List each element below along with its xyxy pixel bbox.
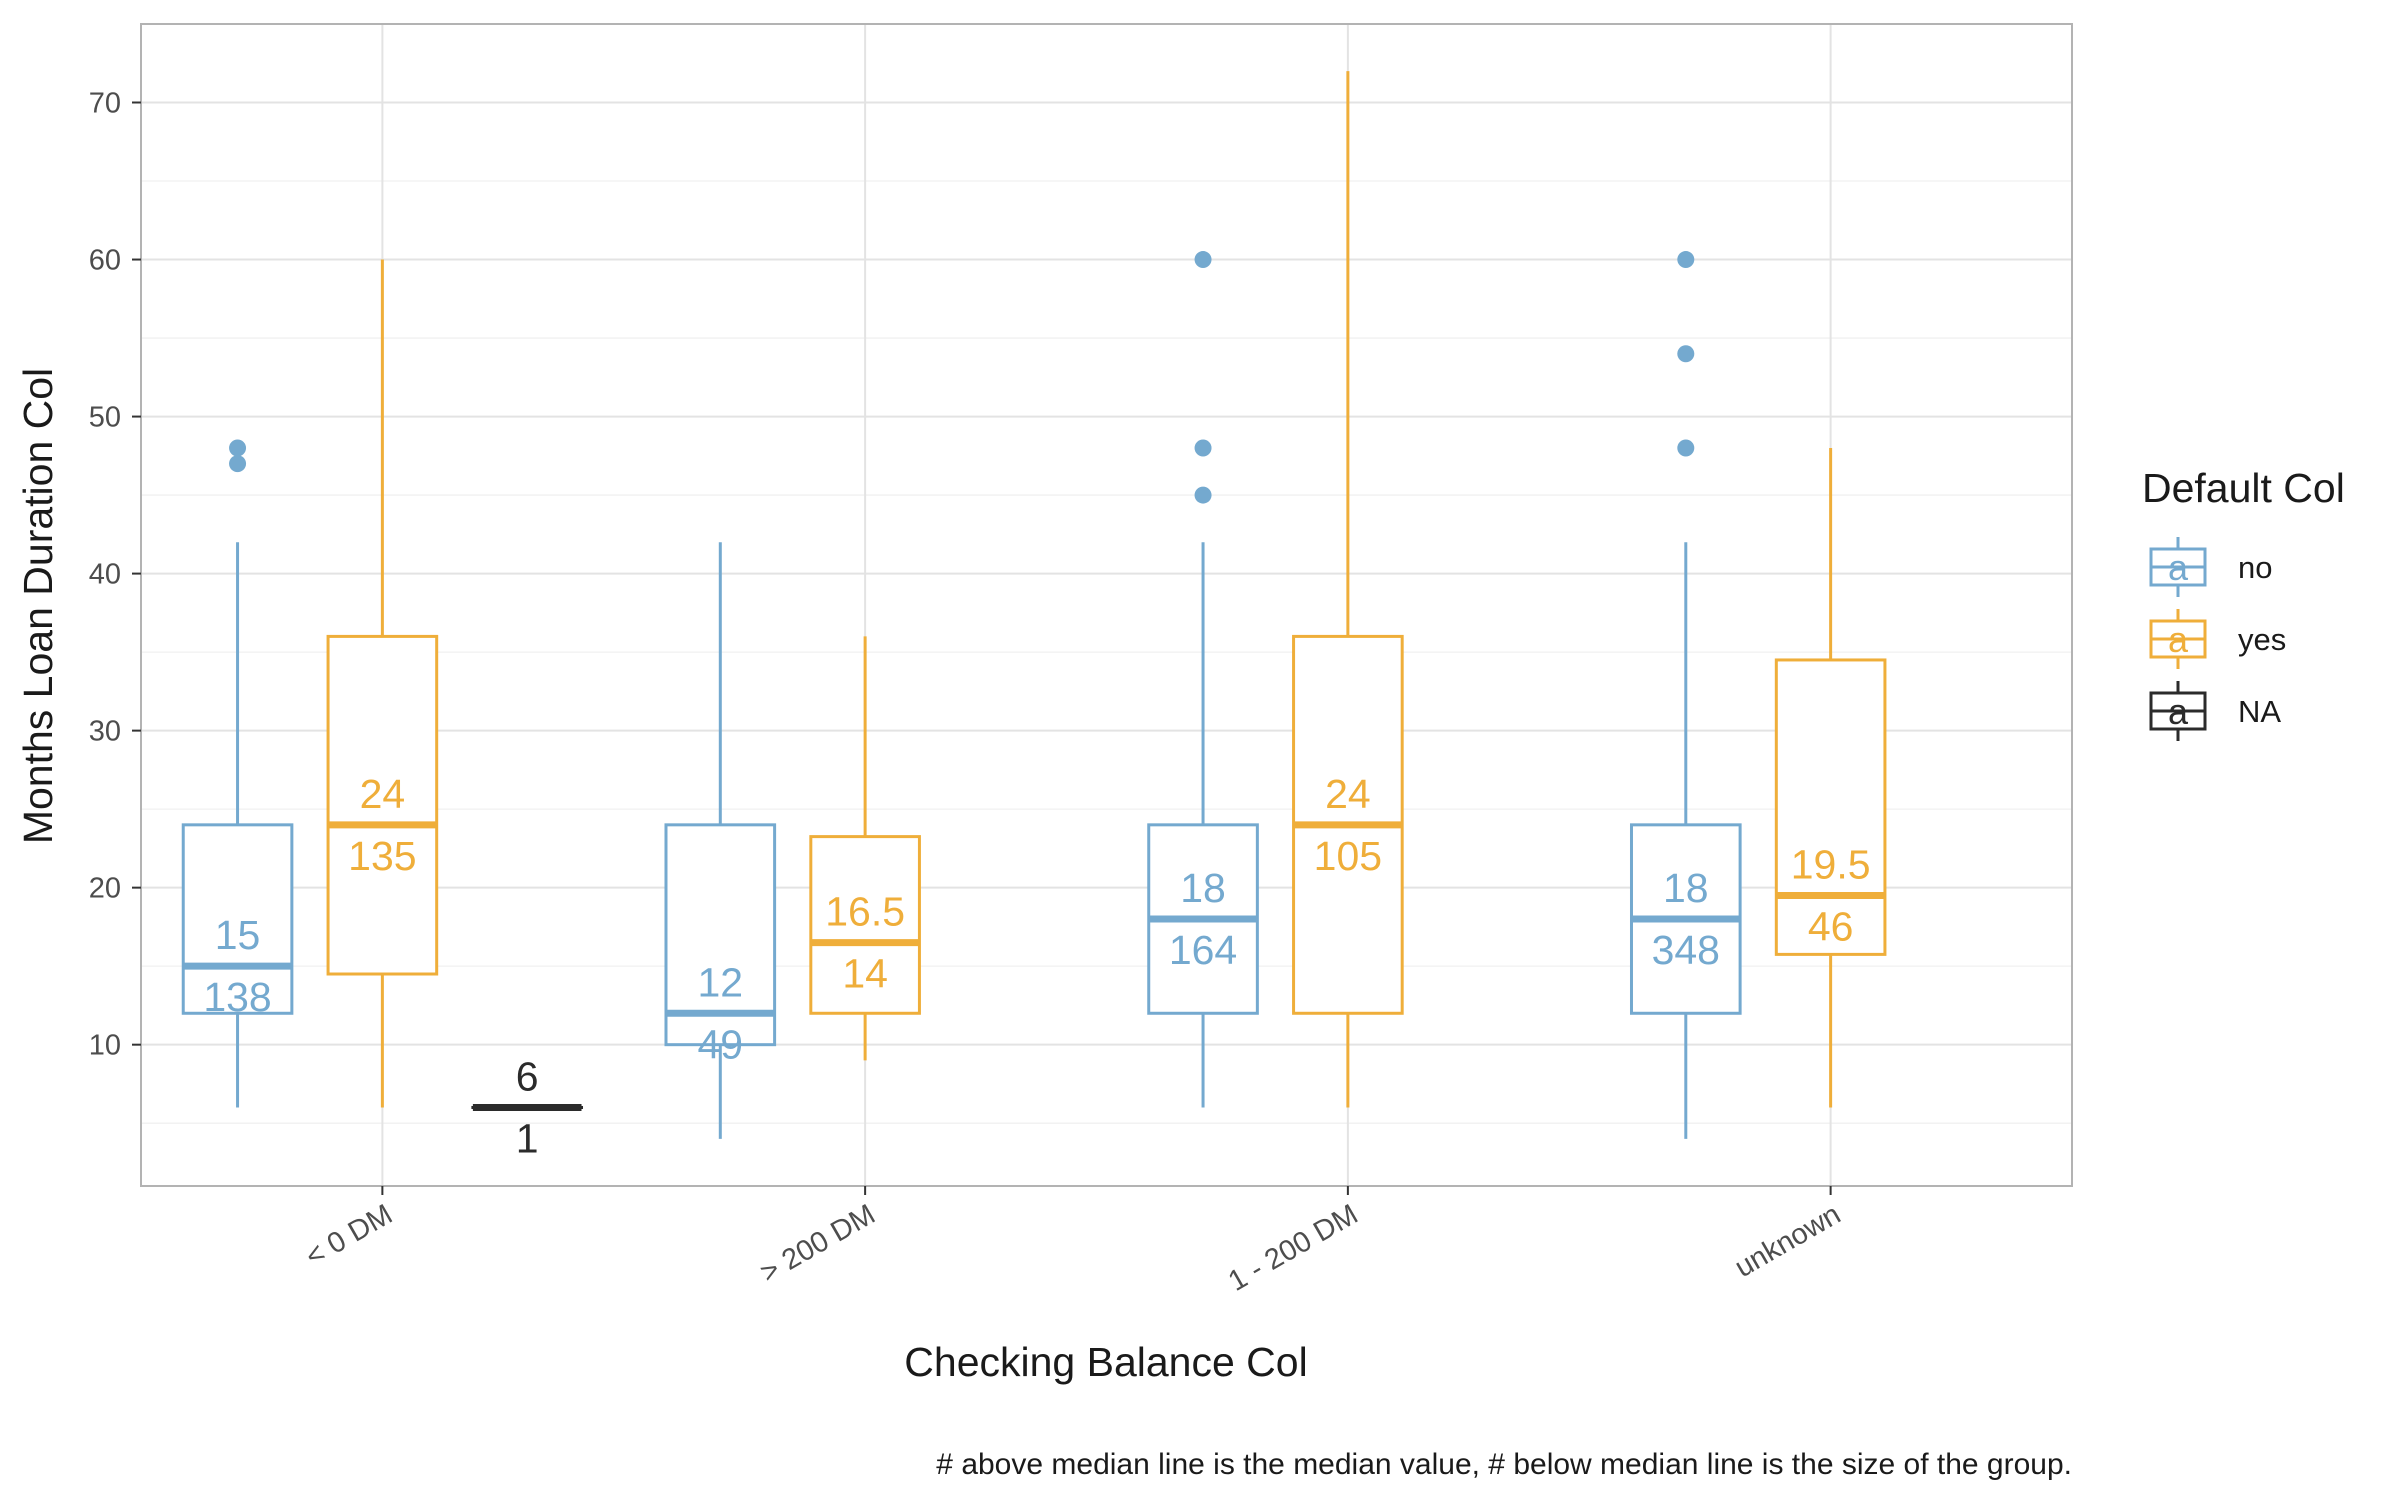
median-value-label: 16.5 (825, 889, 905, 935)
outlier-point (229, 455, 247, 473)
median-value-label: 12 (697, 959, 743, 1005)
legend-label: no (2238, 550, 2272, 585)
legend-item-yes: a yes (2149, 609, 2286, 669)
y-tick-label: 30 (89, 716, 121, 748)
median-value-label: 6 (516, 1053, 539, 1099)
outlier-point (1194, 439, 1212, 457)
legend-items: a no a yes a NA (2149, 537, 2286, 741)
box-iqr (181, 823, 294, 1015)
median-value-label: 19.5 (1791, 842, 1871, 888)
outlier-point (1194, 251, 1212, 269)
box-NA: 61 (471, 1053, 584, 1161)
y-tick-label: 60 (89, 245, 121, 277)
y-tick-label: 10 (89, 1030, 121, 1062)
legend-label: NA (2238, 694, 2281, 729)
y-tick-label: 20 (89, 873, 121, 905)
legend-key-glyph: a (2168, 619, 2189, 660)
y-tick-label: 50 (89, 402, 121, 434)
outlier-point (1677, 251, 1695, 269)
y-axis-title: Months Loan Duration Col (15, 368, 61, 844)
box-iqr (809, 835, 921, 1015)
legend-item-NA: a NA (2149, 681, 2281, 741)
outlier-point (1677, 345, 1695, 363)
box-yes: 16.5 14 (809, 636, 921, 1061)
box-yes: 19.5 46 (1774, 447, 1887, 1108)
group-size-label: 348 (1652, 927, 1720, 973)
x-tick-label: 1 - 200 DM (1223, 1198, 1363, 1297)
legend-label: yes (2238, 622, 2286, 657)
group-size-label: 14 (842, 951, 888, 997)
box-iqr (664, 823, 777, 1047)
legend-title: Default Col (2142, 465, 2345, 511)
legend: Default Col a no a yes a NA (2142, 465, 2345, 741)
outlier-point (1194, 486, 1212, 504)
group-size-label: 49 (697, 1021, 743, 1067)
legend-key-glyph: a (2168, 547, 2189, 588)
group-size-label: 46 (1808, 904, 1854, 950)
x-tick-label: unknown (1730, 1198, 1847, 1284)
median-value-label: 18 (1180, 865, 1226, 911)
x-tick-label: < 0 DM (300, 1198, 398, 1273)
group-size-label: 138 (203, 974, 271, 1020)
legend-item-no: a no (2149, 537, 2272, 597)
group-size-label: 135 (348, 833, 416, 879)
group-size-label: 164 (1169, 927, 1237, 973)
median-value-label: 24 (360, 771, 406, 817)
x-axis-title: Checking Balance Col (904, 1339, 1307, 1385)
box-iqr (326, 634, 439, 976)
outlier-point (229, 439, 247, 457)
legend-key-glyph: a (2168, 691, 2189, 732)
median-value-label: 18 (1663, 865, 1709, 911)
y-tick-label: 70 (89, 88, 121, 120)
y-tick-label: 40 (89, 559, 121, 591)
group-size-label: 1 (516, 1115, 539, 1161)
chart-caption: # above median line is the median value,… (936, 1448, 2072, 1481)
x-tick-label: > 200 DM (755, 1198, 881, 1289)
median-value-label: 15 (215, 912, 261, 958)
outlier-point (1677, 439, 1695, 457)
group-size-label: 105 (1314, 833, 1382, 879)
median-value-label: 24 (1325, 771, 1371, 817)
plot-panel-border (140, 23, 2073, 1187)
grid-lines (141, 23, 2072, 1186)
box-iqr (1774, 658, 1887, 956)
